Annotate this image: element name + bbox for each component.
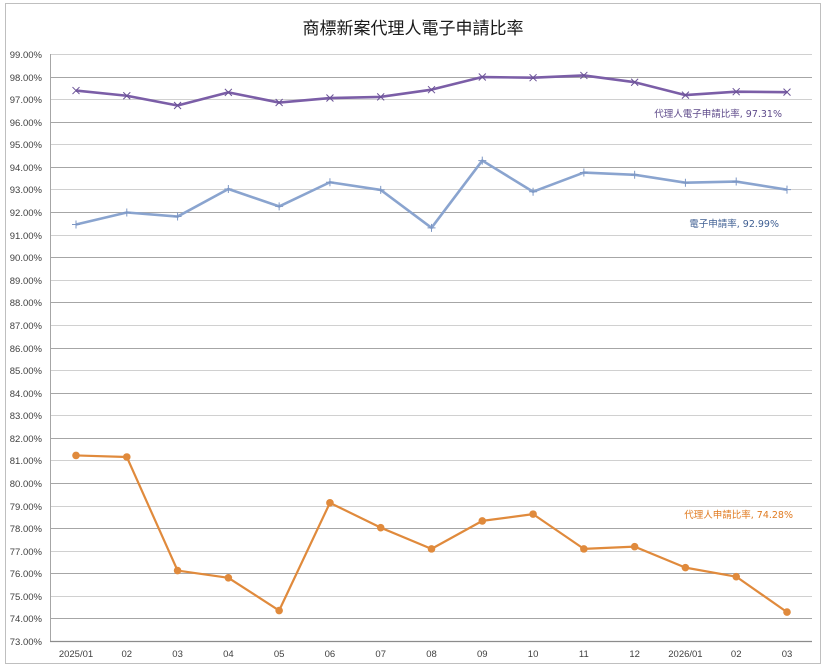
y-tick-label: 73.00% [10, 637, 43, 648]
y-tick-label: 95.00% [10, 140, 43, 151]
data-point-marker [580, 545, 588, 553]
y-tick-label: 75.00% [10, 592, 43, 603]
data-point-marker [123, 453, 131, 461]
x-tick-label: 10 [528, 649, 539, 660]
data-point-marker [783, 186, 791, 194]
y-tick-label: 77.00% [10, 547, 43, 558]
x-tick-label: 02 [731, 649, 742, 660]
y-tick-label: 91.00% [10, 231, 43, 242]
y-tick-label: 76.00% [10, 569, 43, 580]
x-tick-label: 07 [375, 649, 386, 660]
series-path [76, 161, 787, 228]
data-point-marker [275, 202, 283, 210]
data-point-marker [326, 499, 334, 507]
y-tick-label: 80.00% [10, 479, 43, 490]
x-tick-label: 11 [579, 649, 589, 660]
data-point-marker [732, 178, 740, 186]
x-tick-label: 05 [274, 649, 285, 660]
series-data-label: 電子申請率, 92.99% [689, 218, 779, 230]
x-tick-label: 12 [629, 649, 640, 660]
x-axis: 2025/01 02 03 04 05 06 07 08 09 10 11 12 2026/01 02 03 [50, 642, 812, 661]
x-tick-label: 04 [223, 649, 234, 660]
data-point-marker [72, 452, 80, 460]
y-tick-label: 87.00% [10, 321, 43, 332]
y-tick-label: 94.00% [10, 163, 43, 174]
data-point-marker [428, 545, 436, 553]
data-point-marker [225, 574, 233, 582]
series-group [72, 72, 791, 616]
y-tick-label: 86.00% [10, 344, 43, 355]
series-data-label: 代理人電子申請比率, 97.31% [654, 108, 782, 120]
series-path [76, 75, 787, 105]
data-point-marker [275, 607, 283, 615]
data-point-marker [631, 543, 639, 551]
data-point-marker [326, 178, 334, 186]
gridlines [50, 55, 812, 642]
x-tick-label: 02 [121, 649, 132, 660]
y-tick-label: 92.00% [10, 208, 43, 219]
y-tick-label: 98.00% [10, 73, 43, 84]
x-tick-label: 03 [782, 649, 793, 660]
y-tick-label: 79.00% [10, 502, 43, 513]
y-tick-label: 88.00% [10, 298, 43, 309]
data-point-marker [681, 179, 689, 187]
y-tick-label: 74.00% [10, 614, 43, 625]
data-point-marker [783, 608, 791, 616]
series-line [72, 452, 791, 616]
x-tick-label: 06 [325, 649, 336, 660]
line-chart: 73.00% 74.00% 75.00% 76.00% 77.00% 78.00% 79.0… [0, 0, 826, 669]
x-tick-label: 09 [477, 649, 488, 660]
y-axis: 73.00% 74.00% 75.00% 76.00% 77.00% 78.00% 79.0… [10, 50, 51, 648]
y-tick-label: 93.00% [10, 185, 43, 196]
y-tick-label: 78.00% [10, 524, 43, 535]
y-tick-label: 84.00% [10, 389, 43, 400]
x-tick-label: 2026/01 [668, 649, 702, 660]
series-data-label: 代理人申請比率, 74.28% [684, 509, 793, 521]
y-tick-label: 81.00% [10, 456, 43, 467]
data-point-marker [478, 517, 486, 525]
y-tick-label: 90.00% [10, 253, 43, 264]
y-tick-label: 99.00% [10, 50, 43, 61]
data-point-marker [580, 169, 588, 177]
y-tick-label: 83.00% [10, 411, 43, 422]
data-point-marker [174, 567, 182, 575]
x-tick-label: 08 [426, 649, 437, 660]
data-point-marker [682, 564, 690, 572]
data-point-marker [732, 573, 740, 581]
y-tick-label: 96.00% [10, 118, 43, 129]
y-tick-label: 89.00% [10, 276, 43, 287]
x-tick-label: 03 [172, 649, 183, 660]
data-point-marker [72, 220, 80, 228]
data-point-marker [631, 171, 639, 179]
x-tick-label: 2025/01 [59, 649, 93, 660]
data-point-marker [529, 510, 537, 518]
data-labels: 代理人電子申請比率, 97.31% 電子申請率, 92.99% 代理人申請比率, 7… [654, 108, 793, 521]
y-tick-label: 85.00% [10, 366, 43, 377]
series-path [76, 455, 787, 612]
y-tick-label: 97.00% [10, 95, 43, 106]
y-tick-label: 82.00% [10, 434, 43, 445]
data-point-marker [377, 524, 385, 532]
data-point-marker [123, 208, 131, 216]
